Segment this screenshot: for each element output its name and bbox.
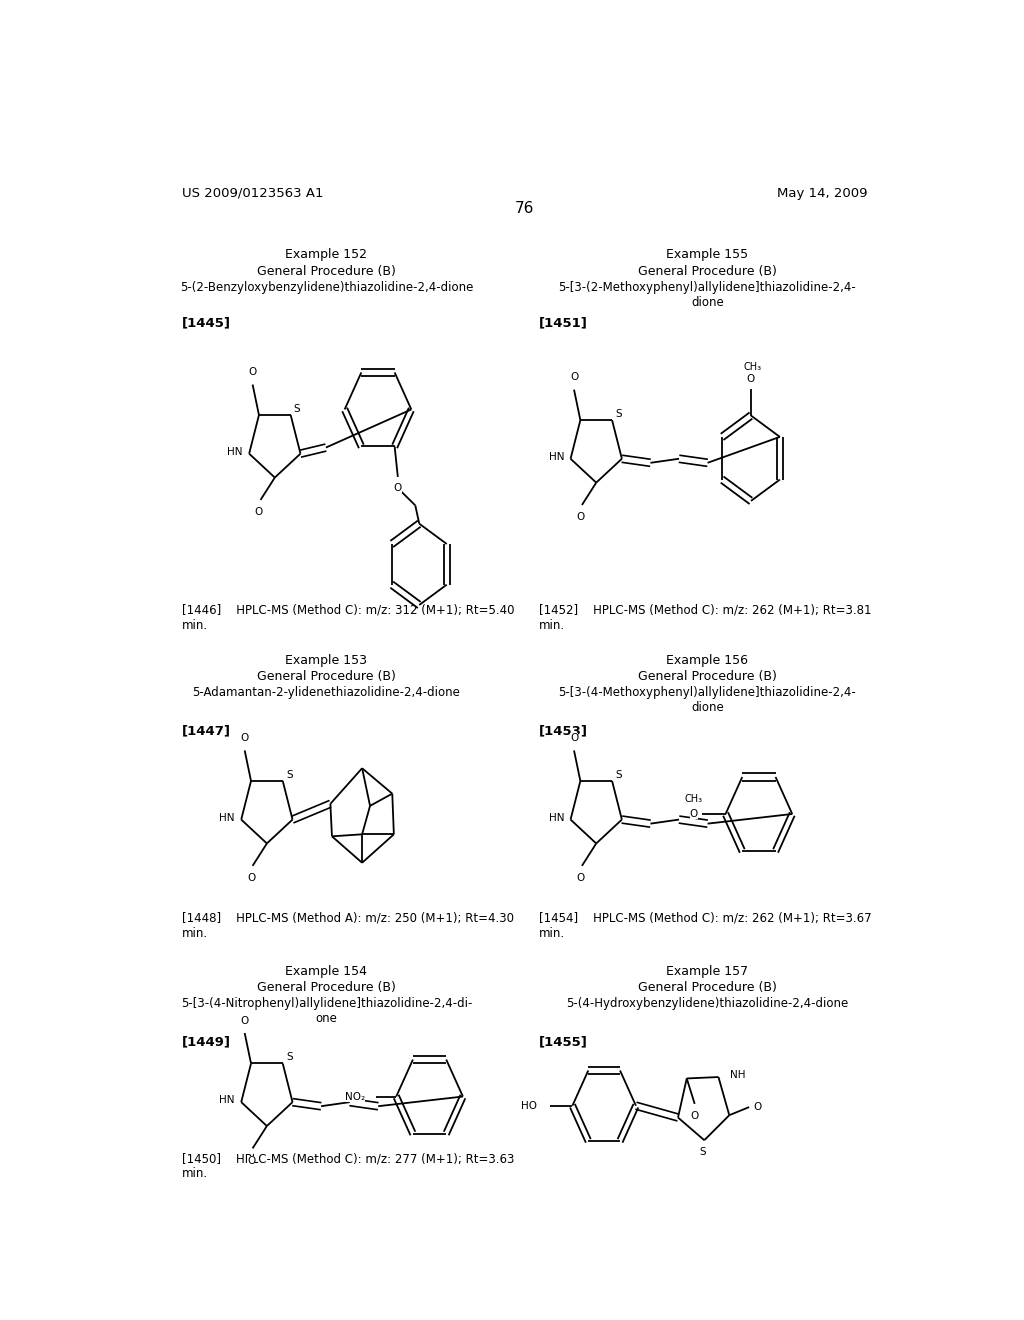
Text: [1454]    HPLC-MS (Method C): m/z: 262 (M+1); Rt=3.67
min.: [1454] HPLC-MS (Method C): m/z: 262 (M+1… [539,912,871,940]
Text: O: O [247,1155,255,1166]
Text: NO₂: NO₂ [345,1092,366,1101]
Text: 5-Adamantan-2-ylidenethiazolidine-2,4-dione: 5-Adamantan-2-ylidenethiazolidine-2,4-di… [193,686,461,700]
Text: S: S [286,770,293,780]
Text: HN: HN [227,446,243,457]
Text: [1446]    HPLC-MS (Method C): m/z: 312 (M+1); Rt=5.40
min.: [1446] HPLC-MS (Method C): m/z: 312 (M+1… [182,603,514,631]
Text: O: O [690,809,698,818]
Text: CH₃: CH₃ [685,793,702,804]
Text: O: O [241,1016,249,1026]
Text: [1447]: [1447] [182,725,231,738]
Text: Example 153: Example 153 [286,653,368,667]
Text: HO: HO [521,1101,538,1110]
Text: General Procedure (B): General Procedure (B) [638,981,777,994]
Text: CH₃: CH₃ [743,362,762,372]
Text: 76: 76 [515,201,535,216]
Text: General Procedure (B): General Procedure (B) [638,264,777,277]
Text: Example 152: Example 152 [286,248,368,261]
Text: 5-[3-(4-Methoxyphenyl)allylidene]thiazolidine-2,4-
dione: 5-[3-(4-Methoxyphenyl)allylidene]thiazol… [558,686,856,714]
Text: NH: NH [729,1071,745,1080]
Text: O: O [249,367,257,378]
Text: General Procedure (B): General Procedure (B) [257,264,396,277]
Text: Example 157: Example 157 [667,965,749,978]
Text: S: S [615,770,622,780]
Text: HN: HN [219,813,234,822]
Text: O: O [570,372,579,383]
Text: O: O [690,1111,698,1121]
Text: O: O [255,507,263,517]
Text: [1445]: [1445] [182,315,231,329]
Text: Example 155: Example 155 [667,248,749,261]
Text: 5-(2-Benzyloxybenzylidene)thiazolidine-2,4-dione: 5-(2-Benzyloxybenzylidene)thiazolidine-2… [180,281,473,294]
Text: HN: HN [219,1096,234,1105]
Text: Example 156: Example 156 [667,653,749,667]
Text: O: O [247,873,255,883]
Text: O: O [393,483,402,494]
Text: General Procedure (B): General Procedure (B) [257,981,396,994]
Text: S: S [286,1052,293,1063]
Text: [1449]: [1449] [182,1036,231,1048]
Text: [1452]    HPLC-MS (Method C): m/z: 262 (M+1); Rt=3.81
min.: [1452] HPLC-MS (Method C): m/z: 262 (M+1… [539,603,871,631]
Text: [1448]    HPLC-MS (Method A): m/z: 250 (M+1); Rt=4.30
min.: [1448] HPLC-MS (Method A): m/z: 250 (M+1… [182,912,514,940]
Text: General Procedure (B): General Procedure (B) [257,671,396,684]
Text: O: O [577,512,585,523]
Text: O: O [746,374,755,384]
Text: Example 154: Example 154 [286,965,368,978]
Text: S: S [699,1147,706,1158]
Text: [1455]: [1455] [539,1036,588,1048]
Text: O: O [570,733,579,743]
Text: [1453]: [1453] [539,725,588,738]
Text: General Procedure (B): General Procedure (B) [638,671,777,684]
Text: 5-[3-(2-Methoxyphenyl)allylidene]thiazolidine-2,4-
dione: 5-[3-(2-Methoxyphenyl)allylidene]thiazol… [558,281,856,309]
Text: [1451]: [1451] [539,315,588,329]
Text: S: S [615,409,622,418]
Text: [1450]    HPLC-MS (Method C): m/z: 277 (M+1); Rt=3.63
min.: [1450] HPLC-MS (Method C): m/z: 277 (M+1… [182,1152,514,1180]
Text: 5-[3-(4-Nitrophenyl)allylidene]thiazolidine-2,4-di-
one: 5-[3-(4-Nitrophenyl)allylidene]thiazolid… [180,998,472,1026]
Text: 5-(4-Hydroxybenzylidene)thiazolidine-2,4-dione: 5-(4-Hydroxybenzylidene)thiazolidine-2,4… [566,998,849,1010]
Text: HN: HN [549,451,564,462]
Text: O: O [577,873,585,883]
Text: US 2009/0123563 A1: US 2009/0123563 A1 [182,187,324,199]
Text: May 14, 2009: May 14, 2009 [777,187,867,199]
Text: S: S [294,404,300,414]
Text: HN: HN [549,813,564,822]
Text: O: O [241,733,249,743]
Text: O: O [753,1102,761,1111]
